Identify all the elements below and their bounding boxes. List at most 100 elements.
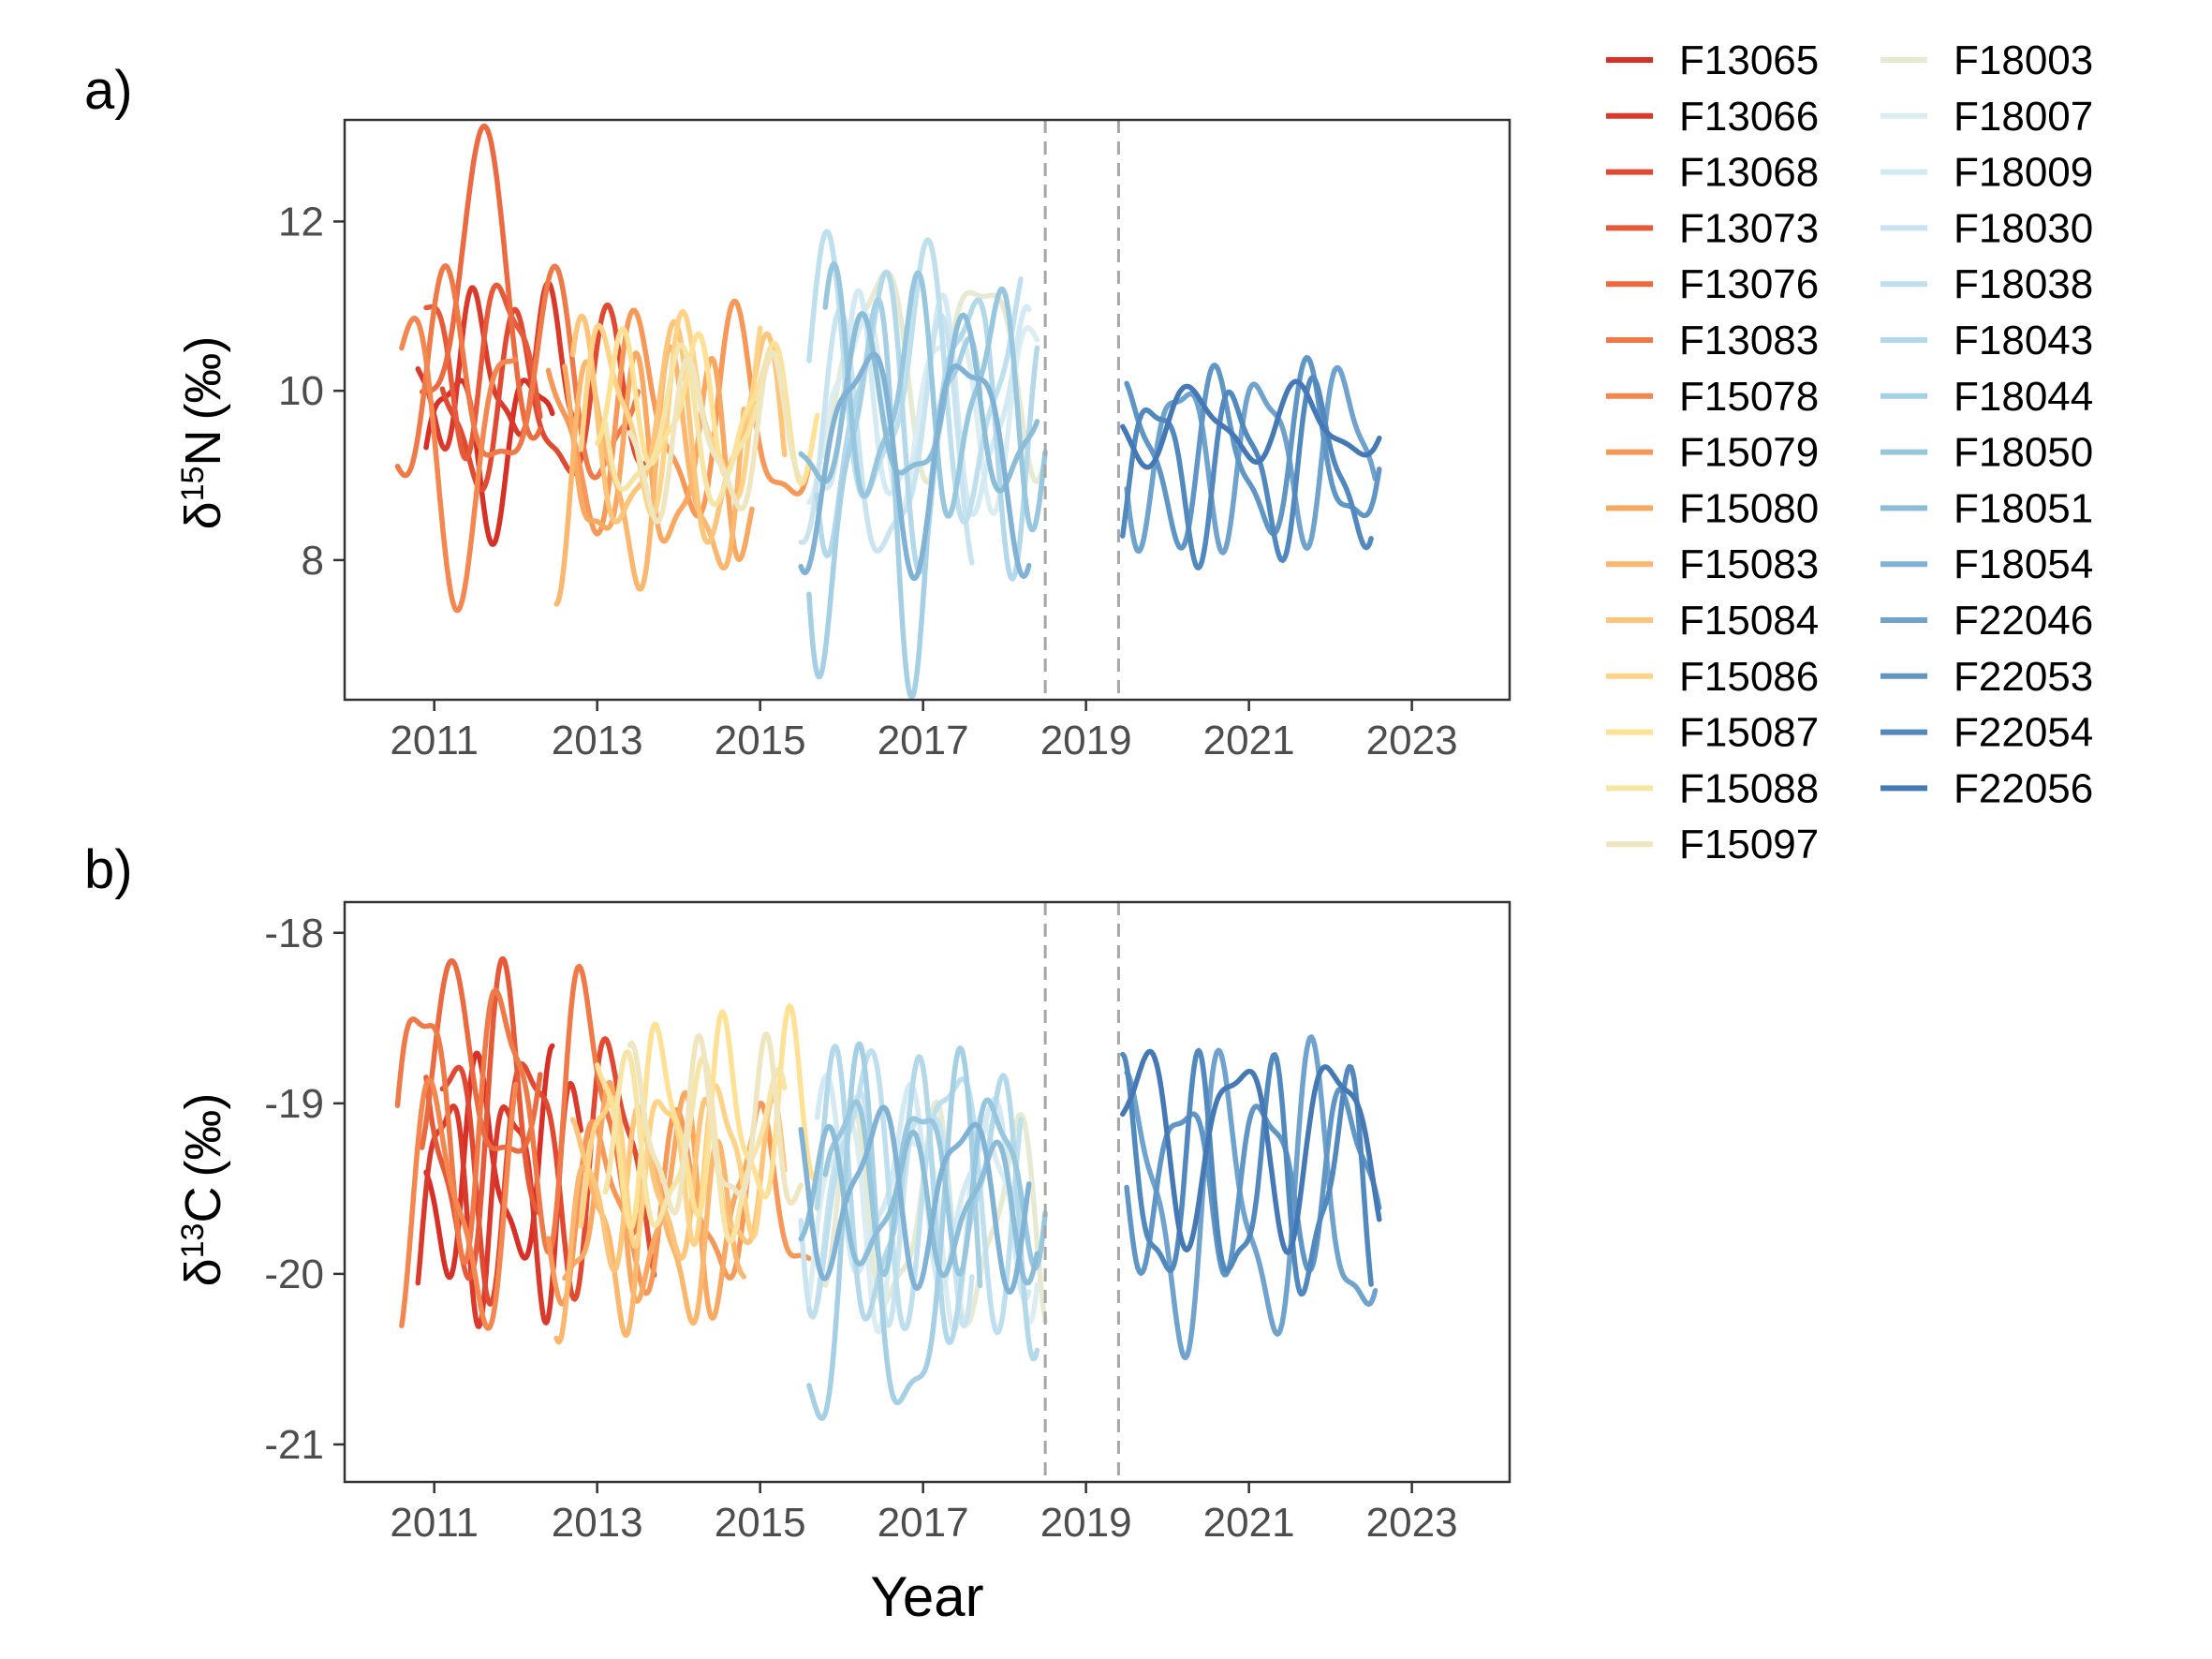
y-tick-label: 10	[278, 368, 324, 414]
x-tick-label: 2013	[552, 1500, 643, 1546]
y-tick-label: 12	[278, 199, 324, 244]
series-line-f22056	[1120, 1048, 1382, 1255]
plot-area-carbon: 2011 2013 2015 2017 2019 2021 2023 -21 -20 -19 -18	[264, 900, 1512, 1546]
y-tick-label: -18	[264, 911, 324, 956]
legend-label-f18050: F18050	[1954, 430, 2093, 476]
x-tick-label: 2021	[1203, 1500, 1295, 1546]
plot-area-nitrogen: 2011 2013 2015 2017 2019 2021 2023 8 10 12	[278, 118, 1512, 763]
x-tick-label: 2021	[1203, 718, 1295, 763]
series-line-f13073	[423, 282, 543, 462]
series-line-f22046	[1124, 364, 1379, 555]
legend-label-f13073: F13073	[1679, 205, 1819, 251]
legend-label-f22053: F22053	[1954, 654, 2093, 700]
x-tick-label: 2017	[877, 718, 969, 763]
y-tick-label: -19	[264, 1081, 324, 1127]
series-line-f15097	[627, 1031, 804, 1216]
y-tick-label: 8	[302, 538, 324, 584]
legend-label-f15087: F15087	[1679, 710, 1819, 756]
x-axis-label: Year	[870, 1565, 983, 1628]
legend-label-f18003: F18003	[1954, 37, 2093, 83]
y-axis-label-superscript: 15	[175, 467, 211, 502]
series-line-f15078	[399, 1077, 519, 1331]
series-line-f18044	[806, 297, 983, 700]
series-line-f15079	[545, 298, 812, 537]
y-axis-label-unit: (‰)	[175, 1093, 231, 1178]
y-axis-label-symbol: δ	[175, 501, 231, 529]
series-line-f18030	[798, 307, 975, 566]
legend-label-f13083: F13083	[1679, 318, 1819, 363]
x-tick-label: 2023	[1366, 1500, 1458, 1546]
series-line-f15088	[602, 342, 788, 508]
series-line-f18051	[798, 311, 1040, 494]
y-tick-label: -21	[264, 1422, 324, 1468]
series-line-f13083	[394, 963, 641, 1266]
series-line-f18038	[806, 1048, 1024, 1336]
x-tick-label: 2011	[390, 718, 479, 763]
panel-border	[343, 118, 1512, 702]
series-line-f18043	[814, 1044, 1040, 1362]
legend-label-f15097: F15097	[1679, 822, 1819, 867]
legend-label-f18044: F18044	[1954, 374, 2093, 420]
legend-label-f22056: F22056	[1954, 765, 2093, 811]
x-tick-label: 2019	[1040, 1500, 1132, 1546]
legend-label-f18009: F18009	[1954, 150, 2093, 196]
legend-label-f15088: F15088	[1679, 765, 1819, 811]
legend-label-f13065: F13065	[1679, 37, 1819, 83]
legend-label-f18007: F18007	[1954, 94, 2093, 140]
y-axis-label-nitrogen: δ15N (‰)	[175, 336, 231, 530]
series-line-f13083	[394, 263, 641, 481]
x-tick-label: 2011	[390, 1500, 479, 1546]
panel-label-a: a)	[84, 60, 133, 121]
series-line-f15080	[562, 350, 755, 563]
series-line-f13073	[423, 955, 543, 1281]
legend: F13065 F13066 F13068 F13073 F13076 F13083 F150…	[1606, 37, 2093, 867]
series-line-f15078	[399, 316, 519, 614]
panel-label-b: b)	[84, 839, 133, 900]
x-tick-label: 2023	[1366, 718, 1458, 763]
legend-label-f18043: F18043	[1954, 318, 2093, 363]
y-axis-label-carbon: δ13C (‰)	[175, 1093, 231, 1287]
legend-label-f15079: F15079	[1679, 430, 1819, 476]
y-axis-label-symbol: δ	[175, 1258, 231, 1286]
series-line-f13065	[423, 1043, 555, 1281]
x-tick-label: 2017	[877, 1500, 969, 1546]
panel-border	[343, 900, 1512, 1484]
series-line-f22053	[1124, 354, 1382, 551]
series-line-f18054	[798, 1104, 1032, 1295]
series-line-f15084	[569, 1093, 788, 1274]
y-axis-label-element: C	[175, 1187, 231, 1223]
legend-label-f13076: F13076	[1679, 261, 1819, 307]
legend-label-f22054: F22054	[1954, 710, 2093, 756]
y-axis-label-superscript: 13	[175, 1223, 211, 1259]
x-tick-label: 2019	[1040, 718, 1132, 763]
legend-label-f18051: F18051	[1954, 485, 2093, 531]
series-line-f18050	[822, 1097, 1048, 1278]
legend-label-f15080: F15080	[1679, 485, 1819, 531]
y-axis-label-element: N	[175, 430, 231, 467]
series-line-f13076	[419, 123, 543, 441]
legend-label-f15078: F15078	[1679, 374, 1819, 420]
series-line-f22054	[1120, 375, 1374, 570]
legend-label-f13068: F13068	[1679, 150, 1819, 196]
legend-label-f18038: F18038	[1954, 261, 2093, 307]
panel-b-carbon: b) 2011 2013 2015 2017 2019 2021 2023 -21 -20 -19…	[84, 839, 1512, 1628]
x-tick-label: 2013	[552, 718, 643, 763]
x-tick-label: 2015	[715, 718, 806, 763]
series-line-f15088	[602, 1049, 788, 1244]
panel-a-nitrogen: a) 2011 2013 2015 2017 2019 2021 2023 8 10 12 δ15…	[84, 60, 1512, 763]
legend-label-f22046: F22046	[1954, 598, 2093, 644]
series-line-f15097	[627, 349, 804, 525]
x-tick-label: 2015	[715, 1500, 806, 1546]
series-line-f22056	[1120, 378, 1382, 470]
y-tick-label: -20	[264, 1252, 324, 1297]
series-line-f18050	[822, 260, 1048, 533]
legend-label-f15084: F15084	[1679, 598, 1819, 644]
legend-label-f18054: F18054	[1954, 541, 2093, 587]
legend-label-f13066: F13066	[1679, 94, 1819, 140]
legend-label-f15083: F15083	[1679, 541, 1819, 587]
legend-label-f18030: F18030	[1954, 205, 2093, 251]
series-line-f18044	[806, 1041, 983, 1421]
series-line-f22054	[1120, 1047, 1374, 1297]
legend-label-f15086: F15086	[1679, 654, 1819, 700]
